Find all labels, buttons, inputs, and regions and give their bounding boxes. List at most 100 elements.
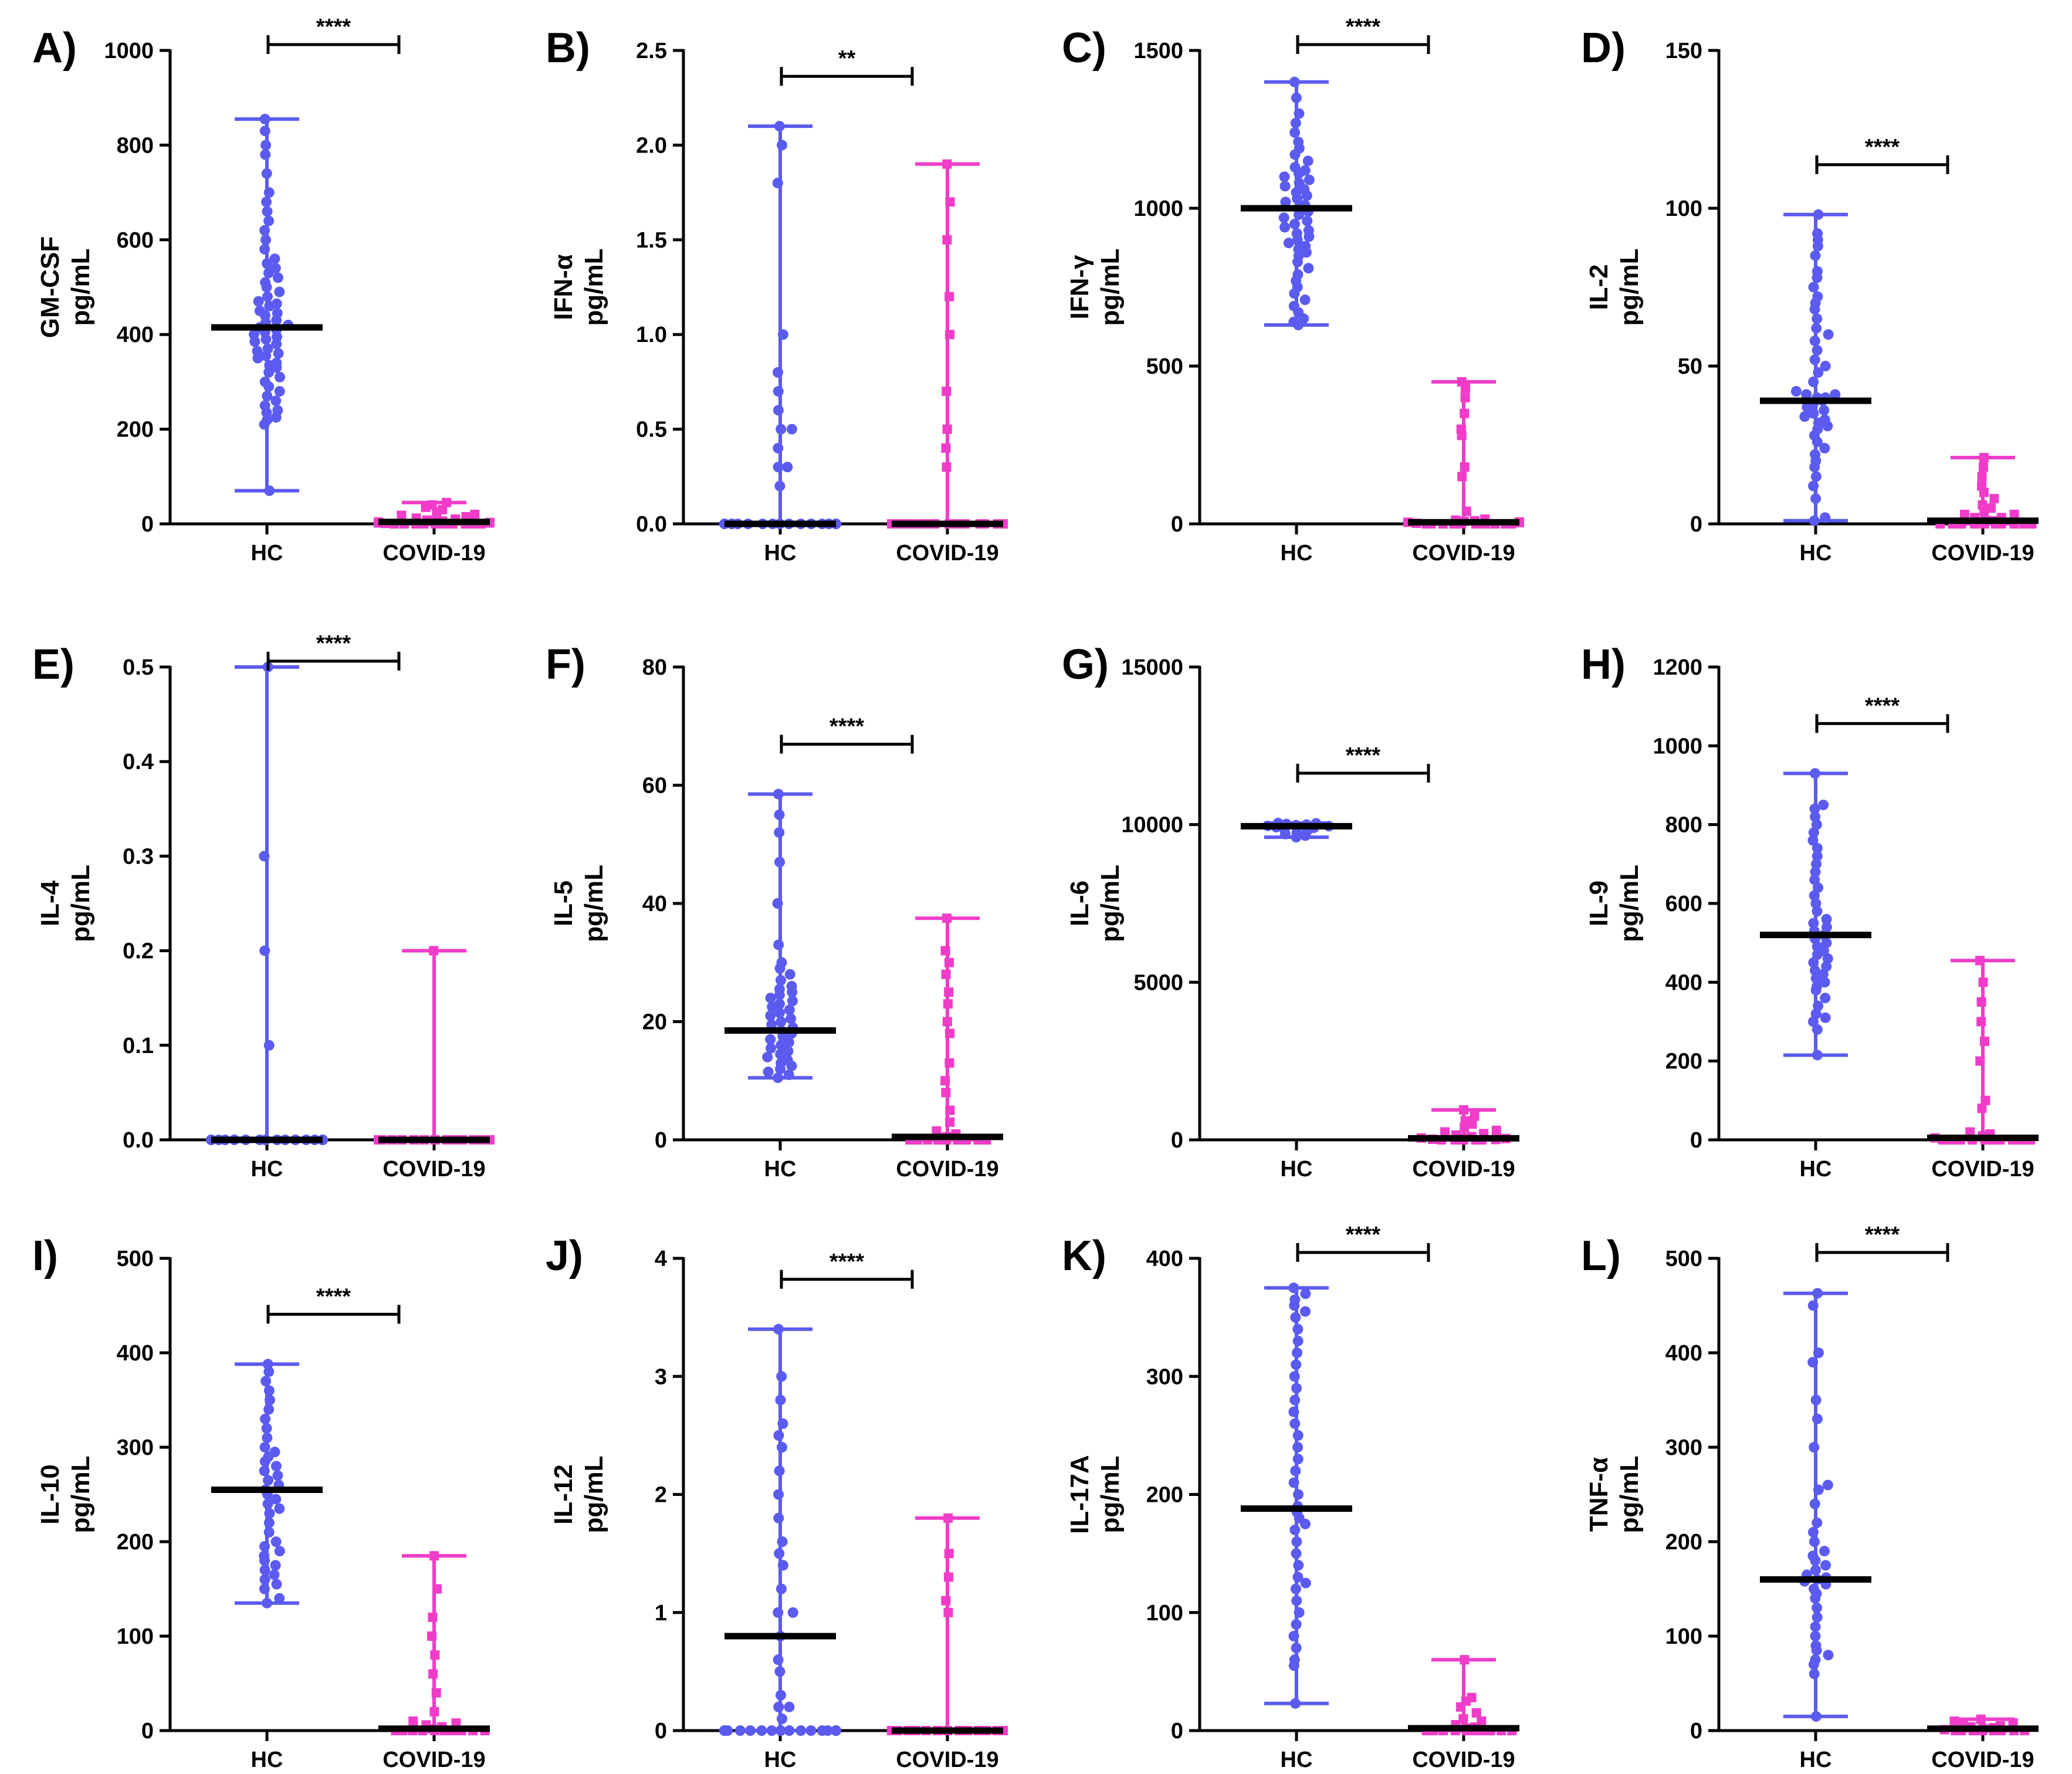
data-point [261,1423,272,1434]
data-point [734,1725,746,1736]
x-category-label: COVID-19 [1412,541,1515,566]
data-point [1440,1127,1450,1137]
y-tick-label: 400 [117,1341,154,1366]
x-category-label: HC [251,1157,283,1181]
data-point [259,1574,270,1585]
data-point [783,1069,794,1081]
data-point [1293,1560,1304,1571]
x-category-label: HC [1281,1157,1313,1181]
data-point [1303,225,1314,236]
data-point [2009,509,2019,519]
data-point [451,1718,461,1728]
panel-il-4: E) IL-4 pg/mL 0.0 0.1 0.2 0.3 0.4 0.5 HC COVID-19 *… [32,631,495,1181]
data-point [786,981,797,992]
y-tick-label: 0.0 [636,512,667,537]
y-tick-label: 500 [1665,1247,1702,1271]
significance-label: **** [316,631,351,656]
data-point [1811,858,1822,869]
y-axis-unit: pg/mL [66,1456,95,1533]
data-point [397,510,407,520]
data-point [271,298,282,309]
x-category-label: COVID-19 [1931,1748,2034,1772]
data-point [943,1572,953,1582]
panel-il-2: D) IL-2 pg/mL 0 50 100 150 HC COVID-19 **** [1581,25,2039,566]
y-axis-unit: pg/mL [1615,1456,1644,1533]
data-point [260,1413,271,1424]
data-point [777,1560,788,1571]
data-point [259,1442,270,1453]
data-point [1822,953,1833,964]
data-point [260,1376,272,1387]
data-point [763,1067,774,1078]
data-point [1813,1484,1824,1495]
data-point [762,1051,773,1062]
data-point [249,329,260,340]
data-point [1813,1348,1824,1358]
series-hc [1241,1282,1352,1709]
data-point [260,149,271,160]
y-tick-label: 1.5 [636,228,667,253]
data-point [1290,1698,1301,1709]
series-hc [1241,817,1352,843]
panel-gm-csf: A) GM-CSF pg/mL 0 200 400 600 800 1000 HC COVID-19… [32,15,495,566]
panel-letter: H) [1581,641,1626,688]
data-point [765,1034,776,1045]
data-point [940,1076,950,1086]
y-tick-label: 50 [1678,354,1702,379]
data-point [777,329,788,340]
y-tick-label: 10000 [1121,813,1183,838]
y-tick-label: 5000 [1133,970,1183,995]
y-axis-unit: pg/mL [580,1456,608,1533]
data-point [1299,165,1311,176]
data-point [944,1549,954,1559]
panel-letter: L) [1581,1233,1621,1279]
y-axis-title: IL-10 [36,1464,65,1525]
data-point [945,197,955,207]
y-tick-label: 600 [1665,892,1702,916]
data-point [1303,263,1314,274]
x-category-label: COVID-19 [382,1748,485,1772]
x-category-label: COVID-19 [1412,1748,1515,1772]
data-point [773,405,784,416]
y-axis-title: IL-12 [549,1464,578,1525]
data-point [263,1475,274,1486]
y-tick-label: 0.5 [123,655,154,680]
data-point [945,1117,955,1127]
data-point [1289,76,1300,87]
data-point [766,1725,777,1736]
data-point [1976,997,1986,1007]
y-tick-label: 80 [642,655,667,680]
panel-il-5: F) IL-5 pg/mL 0 20 40 60 80 HC COVID-19 **** [546,641,1003,1181]
panel-letter: F) [546,641,585,688]
data-point [1808,957,1819,968]
series-hc [206,662,328,1145]
panel-letter: E) [32,641,75,688]
data-point [777,1536,788,1547]
data-point [1279,222,1291,233]
data-point [1819,1546,1830,1557]
data-point [1809,449,1820,460]
series-hc [1760,209,1871,526]
data-point [1812,1413,1823,1424]
data-point [774,998,786,1010]
data-point [259,1550,270,1562]
data-point [259,1541,270,1552]
panel-letter: G) [1062,641,1109,688]
data-point [429,1707,439,1717]
data-point [1812,1612,1823,1623]
data-point [1471,1708,1481,1718]
x-category-label: COVID-19 [896,1157,998,1181]
y-tick-label: 0 [1690,1719,1702,1743]
data-point [1288,1631,1299,1641]
y-tick-label: 1500 [1133,39,1183,63]
series-hc [719,121,841,529]
data-point [1818,800,1829,811]
data-point [1807,835,1819,846]
y-tick-label: 60 [642,774,667,798]
y-tick-label: 200 [117,418,154,442]
data-point [1300,241,1311,252]
data-point [773,1701,784,1712]
data-point [774,1666,786,1677]
data-point [270,1494,282,1505]
series-hc [1241,76,1352,331]
